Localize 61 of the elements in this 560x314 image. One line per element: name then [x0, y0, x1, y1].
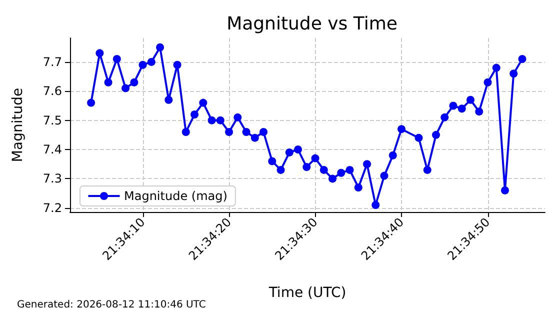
- chart-title: Magnitude vs Time: [226, 14, 398, 34]
- point: [510, 70, 518, 78]
- point: [518, 55, 526, 64]
- point: [156, 43, 164, 52]
- point: [432, 130, 440, 139]
- point: [147, 58, 156, 66]
- point: [208, 116, 216, 124]
- point: [234, 113, 242, 122]
- y-axis-title: Magnitude: [10, 88, 26, 162]
- y-tick-label: 7.4: [42, 142, 62, 157]
- point: [199, 98, 208, 107]
- point: [440, 113, 449, 122]
- point: [285, 148, 294, 156]
- point: [484, 78, 492, 86]
- point: [492, 64, 500, 72]
- point: [190, 110, 199, 118]
- point: [173, 60, 182, 69]
- point: [268, 157, 276, 166]
- point: [104, 78, 112, 86]
- point: [182, 128, 190, 136]
- point: [363, 160, 372, 168]
- legend-label: Magnitude (mag): [124, 189, 228, 203]
- y-tick-label: 7.2: [42, 200, 62, 215]
- point: [112, 55, 121, 64]
- point: [337, 168, 346, 177]
- point: [225, 128, 234, 136]
- point: [138, 60, 147, 69]
- point: [398, 125, 406, 134]
- point: [250, 134, 259, 142]
- point: [242, 128, 250, 136]
- y-tick-label: 7.5: [42, 113, 62, 128]
- point: [500, 186, 509, 194]
- point: [414, 134, 423, 142]
- point: [311, 154, 320, 162]
- point: [372, 200, 380, 209]
- point: [388, 151, 397, 160]
- point: [130, 78, 138, 86]
- point: [87, 98, 96, 107]
- point: [96, 49, 104, 58]
- y-tick-label: 7.3: [42, 172, 62, 186]
- point: [346, 166, 354, 174]
- point: [320, 166, 328, 174]
- point: [449, 102, 458, 110]
- point: [380, 172, 388, 180]
- text: Generated: 2026-08-12 11:10:46 UTC: [17, 300, 206, 310]
- point: [475, 108, 484, 116]
- point: [466, 96, 474, 104]
- y-tick-label: 7.7: [42, 54, 62, 69]
- point: [122, 84, 130, 92]
- point: [423, 166, 432, 174]
- point: [354, 183, 362, 192]
- x-axis-title: Time (UTC): [268, 285, 346, 301]
- point: [260, 128, 268, 136]
- point: [328, 174, 337, 183]
- point: [216, 116, 224, 124]
- point: [164, 96, 173, 104]
- point: [302, 163, 311, 172]
- point: [276, 166, 285, 174]
- point: [294, 146, 302, 154]
- point: [458, 104, 466, 113]
- y-tick-label: 7.6: [42, 84, 62, 98]
